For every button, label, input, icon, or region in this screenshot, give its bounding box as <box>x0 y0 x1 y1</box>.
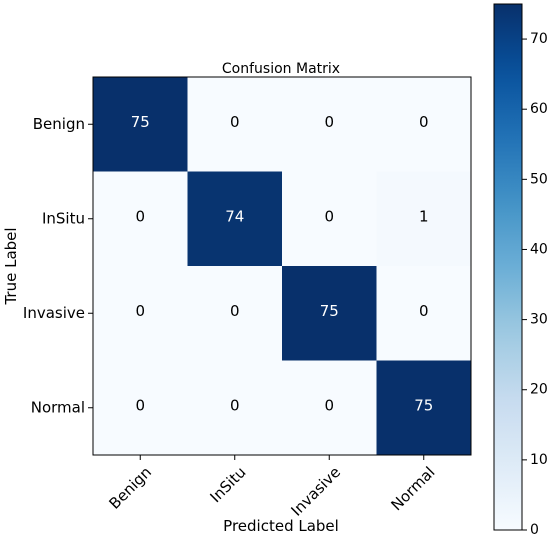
heatmap-cell <box>93 266 188 361</box>
cell-value-label: 75 <box>320 302 339 320</box>
chart-title: Confusion Matrix <box>222 61 340 77</box>
cell-value-label: 0 <box>230 396 240 414</box>
heatmap-cell <box>282 171 377 266</box>
x-axis: Benign InSitu Invasive Normal <box>105 455 439 520</box>
cell-value-label: 0 <box>419 113 429 131</box>
heatmap-cell <box>187 266 282 361</box>
heatmap-cell <box>282 77 377 172</box>
cell-value-label: 74 <box>225 207 244 225</box>
colorbar-tick-label: 0 <box>530 522 539 538</box>
colorbar: 0 10 20 30 40 50 60 70 <box>493 3 548 538</box>
cell-value-label: 0 <box>135 207 145 225</box>
cell-value-label: 0 <box>230 113 240 131</box>
x-tick-label: Benign <box>105 463 155 513</box>
y-tick-label: Benign <box>33 115 85 133</box>
cell-value-label: 1 <box>419 207 429 225</box>
cell-value-label: 75 <box>131 113 150 131</box>
x-axis-label: Predicted Label <box>223 517 339 535</box>
heatmap-cell <box>282 360 377 455</box>
cell-value-label: 0 <box>324 207 334 225</box>
cell-value-label: 0 <box>230 302 240 320</box>
y-tick-label: InSitu <box>42 209 85 227</box>
cell-value-label: 0 <box>419 302 429 320</box>
x-tick-label: Normal <box>387 463 438 514</box>
heatmap-cell <box>93 171 188 266</box>
colorbar-tick-label: 70 <box>530 31 548 47</box>
heatmap-cell <box>187 77 282 172</box>
y-tick-label: Invasive <box>23 304 85 322</box>
y-axis-label: True Label <box>2 227 20 305</box>
cell-value-label: 0 <box>135 302 145 320</box>
heatmap-cell <box>376 360 471 455</box>
y-tick-label: Normal <box>31 398 85 416</box>
colorbar-tick-label: 10 <box>530 452 548 468</box>
x-tick-label: Invasive <box>287 463 344 520</box>
colorbar-tick-label: 40 <box>530 241 548 257</box>
colorbar-tick-label: 60 <box>530 101 548 117</box>
heatmap-cell <box>376 77 471 172</box>
heatmap-grid: 75 0 0 0 0 74 0 1 0 0 75 0 0 0 0 75 <box>92 76 472 456</box>
heatmap-cell <box>93 77 188 172</box>
colorbar-tick-label: 50 <box>530 171 548 187</box>
heatmap-cell <box>187 360 282 455</box>
cell-value-label: 0 <box>324 396 334 414</box>
y-axis: Benign InSitu Invasive Normal <box>23 115 93 416</box>
colorbar-tick-label: 30 <box>530 312 548 328</box>
cell-value-label: 0 <box>324 113 334 131</box>
x-tick-label: InSitu <box>206 463 249 506</box>
heatmap-cell <box>187 171 282 266</box>
cell-value-label: 75 <box>414 396 433 414</box>
colorbar-gradient <box>493 3 523 531</box>
heatmap-cell <box>376 266 471 361</box>
heatmap-cell <box>282 266 377 361</box>
colorbar-tick-label: 20 <box>530 382 548 398</box>
heatmap-cell <box>93 360 188 455</box>
heatmap-cell <box>376 171 471 266</box>
cell-value-label: 0 <box>135 396 145 414</box>
plot-frame <box>92 76 472 456</box>
